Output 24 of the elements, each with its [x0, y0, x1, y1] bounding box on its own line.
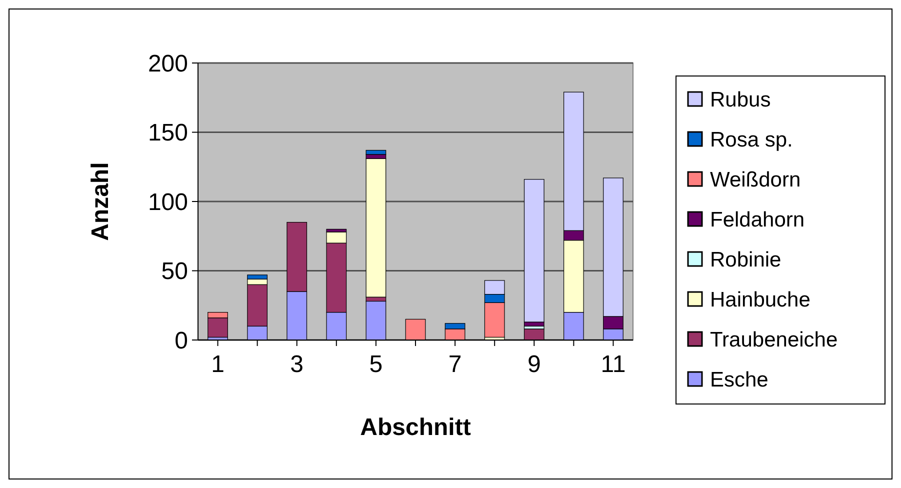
bar	[366, 150, 386, 155]
legend-label: Esche	[710, 368, 768, 392]
bar	[524, 179, 544, 322]
x-tick-label: 5	[369, 351, 383, 378]
x-axis-title: Abschnitt	[360, 414, 471, 441]
legend-label: Weißdorn	[710, 168, 801, 192]
legend-label: Rubus	[710, 88, 771, 112]
x-tick-label: 1	[211, 351, 224, 378]
x-tick-label: 3	[290, 351, 304, 378]
y-tick-label: 150	[148, 120, 188, 147]
y-tick-label: 100	[148, 188, 188, 216]
legend-label: Rosa sp.	[710, 128, 793, 152]
x-tick-label: 11	[600, 351, 626, 378]
legend-label: Feldahorn	[710, 208, 805, 232]
bar	[366, 158, 386, 298]
y-tick-label: 200	[148, 50, 188, 78]
legend-label: Hainbuche	[710, 288, 810, 312]
y-axis-title: Anzahl	[87, 162, 114, 241]
y-tick-label: 50	[161, 258, 188, 286]
y-tick-label: 0	[174, 327, 188, 354]
x-tick-label: 7	[448, 351, 462, 378]
legend-label: Traubeneiche	[710, 328, 838, 352]
legend-label: Robinie	[710, 248, 782, 272]
x-tick-label: 9	[527, 351, 541, 378]
